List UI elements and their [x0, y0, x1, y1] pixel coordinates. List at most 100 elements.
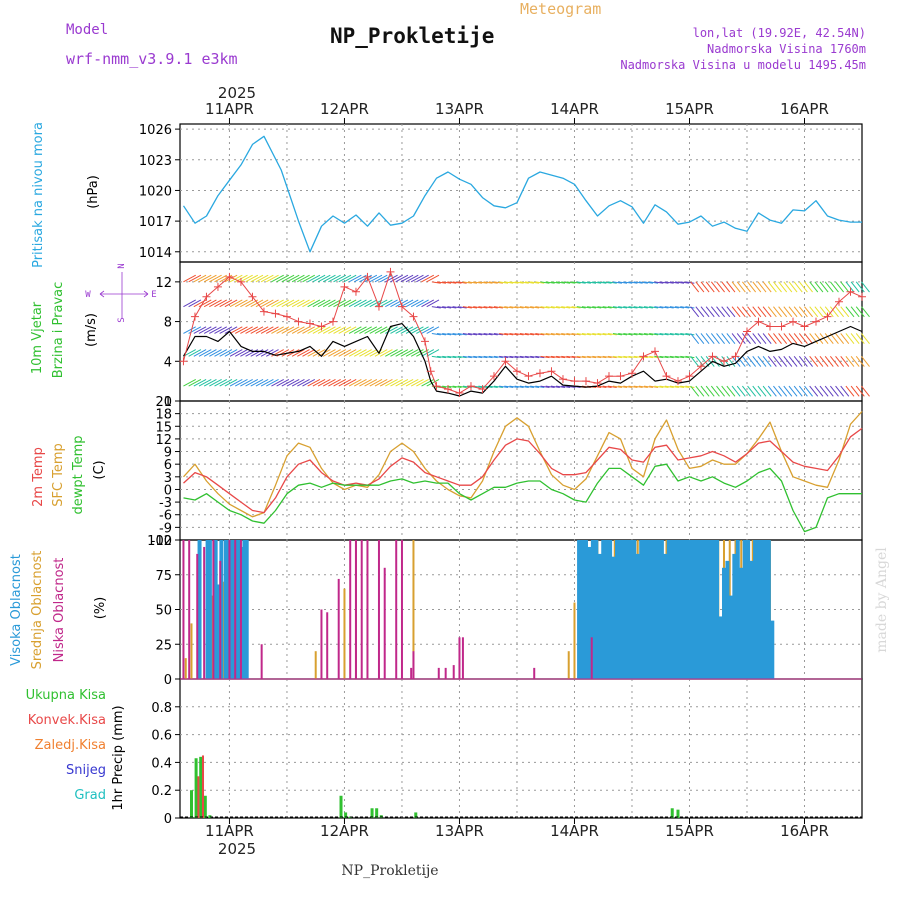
wind-direction-arrow [638, 385, 648, 388]
wind-direction-arrow [835, 281, 845, 293]
precip-legend-total: Ukupna Kisa [26, 688, 106, 703]
wind-direction-arrow [504, 306, 514, 309]
gust-marker [317, 322, 326, 331]
wind-direction-arrow [431, 355, 441, 359]
wind-direction-arrow [566, 385, 576, 388]
wind-direction-arrow [514, 281, 524, 284]
cloud-ytick-label: 100 [147, 534, 172, 549]
wind-direction-arrow [819, 281, 829, 293]
gust-marker [363, 272, 372, 281]
wind-direction-arrow [535, 306, 545, 309]
wind-direction-arrow [276, 299, 290, 308]
wind-direction-arrow [861, 356, 870, 367]
pressure-ytick-label: 1014 [139, 246, 172, 261]
wind-direction-arrow [297, 378, 310, 387]
wind-direction-arrow [835, 356, 845, 367]
low-cloud-bar [320, 609, 323, 679]
pressure-panel [182, 135, 862, 253]
low-cloud-bar [203, 546, 206, 679]
wind-direction-arrow [198, 326, 212, 334]
wind-direction-arrow [493, 355, 503, 359]
temperature-ytick-label: -9 [159, 521, 172, 536]
wind-direction-arrow [783, 333, 793, 344]
wind-direction-arrow [473, 306, 483, 309]
wind-direction-arrow [473, 281, 483, 284]
wind-direction-arrow [307, 378, 321, 387]
low-cloud-bar [533, 667, 536, 679]
wind-direction-arrow [793, 385, 803, 397]
wind-direction-arrow [788, 385, 798, 397]
wind-direction-arrow [193, 378, 207, 387]
wind-direction-arrow [307, 274, 321, 283]
wind-direction-arrow [545, 332, 555, 336]
top-day-label: 12APR [320, 100, 369, 118]
wind-direction-arrow [245, 326, 259, 334]
wind-direction-arrow [302, 299, 316, 308]
wind-direction-arrow [286, 378, 300, 387]
wind-direction-arrow [685, 281, 695, 284]
wind-direction-arrow [281, 299, 295, 308]
high-cloud-bar [756, 540, 761, 679]
low-cloud-bar [452, 665, 455, 679]
gust-marker [535, 369, 544, 378]
wind-direction-arrow [566, 281, 576, 284]
wind-direction-arrow [209, 326, 222, 334]
wind-direction-arrow [219, 299, 233, 308]
wind-direction-arrow [680, 385, 690, 388]
gust-marker [282, 312, 291, 321]
wind-direction-arrow [385, 299, 398, 308]
high-cloud-bar [577, 540, 582, 679]
wind-ytick-label: 4 [164, 355, 172, 370]
wind-ylabel-line2: Brzina i Pravac [51, 282, 66, 379]
temperature-ytick-label: 3 [164, 471, 172, 486]
wind-direction-arrow [705, 281, 715, 293]
wind-direction-arrow [788, 281, 798, 293]
wind-direction-arrow [675, 332, 685, 336]
cloud-panel [180, 540, 862, 680]
wind-direction-arrow [587, 281, 597, 284]
conv-precip-bar [197, 776, 200, 818]
wind-direction-arrow [421, 378, 435, 387]
wind-direction-arrow [581, 306, 591, 309]
high-cloud-bar [704, 540, 709, 679]
high-cloud-bar [580, 540, 585, 679]
total-precip-bar [370, 808, 374, 818]
wind-direction-arrow [281, 326, 295, 334]
high-cloud-bar [594, 540, 599, 679]
wind-direction-arrow [379, 274, 393, 283]
wind-direction-arrow [783, 281, 793, 293]
total-precip-bar [344, 812, 348, 818]
high-cloud-bar [749, 560, 754, 679]
gust-marker [432, 382, 441, 391]
wind-direction-arrow [400, 349, 414, 357]
high-cloud-bar [205, 540, 210, 679]
low-cloud-bar [188, 540, 191, 679]
wind-direction-arrow [669, 306, 679, 309]
wind-direction-arrow [638, 281, 648, 284]
high-cloud-bar [601, 540, 606, 679]
wind-direction-arrow [359, 349, 372, 357]
wind-direction-arrow [690, 385, 700, 397]
wind-direction-arrow [395, 349, 409, 357]
low-cloud-bar [400, 540, 403, 679]
wind-direction-arrow [410, 378, 424, 387]
wind-direction-arrow [348, 326, 362, 334]
wind-direction-arrow [731, 281, 741, 293]
wind-direction-arrow [431, 332, 441, 336]
wind-direction-arrow [452, 385, 462, 388]
wind-direction-arrow [602, 332, 612, 336]
top-day-label: 16APR [780, 100, 829, 118]
wind-direction-arrow [457, 306, 467, 309]
wind-direction-arrow [307, 349, 321, 357]
wind-direction-arrow [457, 385, 467, 388]
pressure-unit: (hPa) [86, 175, 101, 209]
high-cloud-bar [697, 540, 702, 679]
high-cloud-bar [690, 540, 695, 679]
wind-direction-arrow [731, 333, 741, 344]
wind-direction-arrow [209, 349, 222, 357]
wind-direction-arrow [840, 356, 850, 367]
wind-direction-arrow [685, 355, 695, 359]
low-cloud-bar [182, 540, 185, 679]
wind-direction-arrow [509, 306, 519, 309]
wind-direction-arrow [291, 349, 305, 357]
